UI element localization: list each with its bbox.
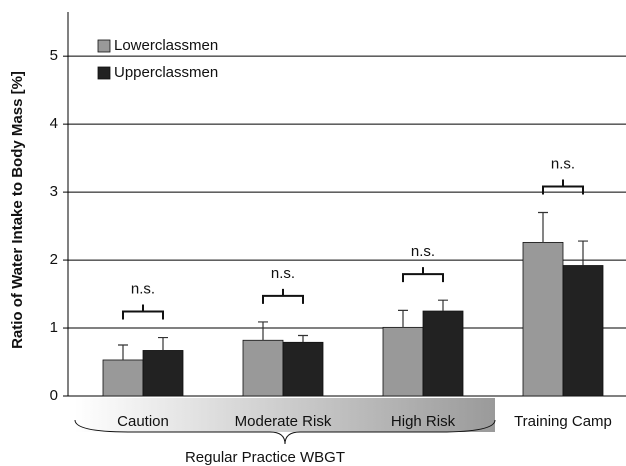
legend-swatch	[97, 39, 111, 53]
y-tick-label: 4	[50, 115, 58, 132]
significance-bracket	[262, 288, 304, 304]
annotation: n.s.	[411, 243, 435, 260]
bar	[562, 265, 604, 397]
y-tick-label: 3	[50, 183, 58, 200]
group-brace	[74, 419, 496, 445]
error-bar	[158, 336, 168, 351]
significance-bracket	[542, 179, 584, 195]
significance-bracket	[402, 267, 444, 283]
bar	[282, 341, 324, 397]
error-bar	[258, 321, 268, 341]
x-tick-label: Moderate Risk	[235, 413, 332, 430]
significance-bracket	[122, 304, 164, 320]
group-label: Regular Practice WBGT	[185, 449, 345, 466]
y-tick-label: 5	[50, 47, 58, 64]
y-axis-label: Ratio of Water Intake to Body Mass [%]	[9, 71, 26, 349]
legend-swatch	[97, 66, 111, 80]
annotation: n.s.	[551, 155, 575, 172]
error-bar	[298, 334, 308, 343]
x-tick-label: High Risk	[391, 413, 456, 430]
bar	[522, 241, 564, 397]
error-bar	[578, 240, 588, 266]
x-tick-label: Caution	[117, 413, 169, 430]
y-tick-label: 0	[50, 387, 58, 404]
annotation: n.s.	[131, 281, 155, 298]
y-tick-label: 1	[50, 319, 58, 336]
bar	[142, 350, 184, 397]
y-tick-label: 2	[50, 251, 58, 268]
x-tick-label: Training Camp	[514, 413, 612, 430]
bar	[242, 339, 284, 397]
error-bar	[538, 211, 548, 243]
error-bar	[398, 309, 408, 328]
error-bar	[438, 299, 448, 312]
bar	[422, 310, 464, 397]
legend-label: Upperclassmen	[114, 64, 218, 81]
bar	[102, 359, 144, 397]
annotation: n.s.	[271, 265, 295, 282]
bar	[382, 326, 424, 397]
group-shade	[75, 398, 495, 432]
error-bar	[118, 344, 128, 360]
legend-label: Lowerclassmen	[114, 37, 218, 54]
